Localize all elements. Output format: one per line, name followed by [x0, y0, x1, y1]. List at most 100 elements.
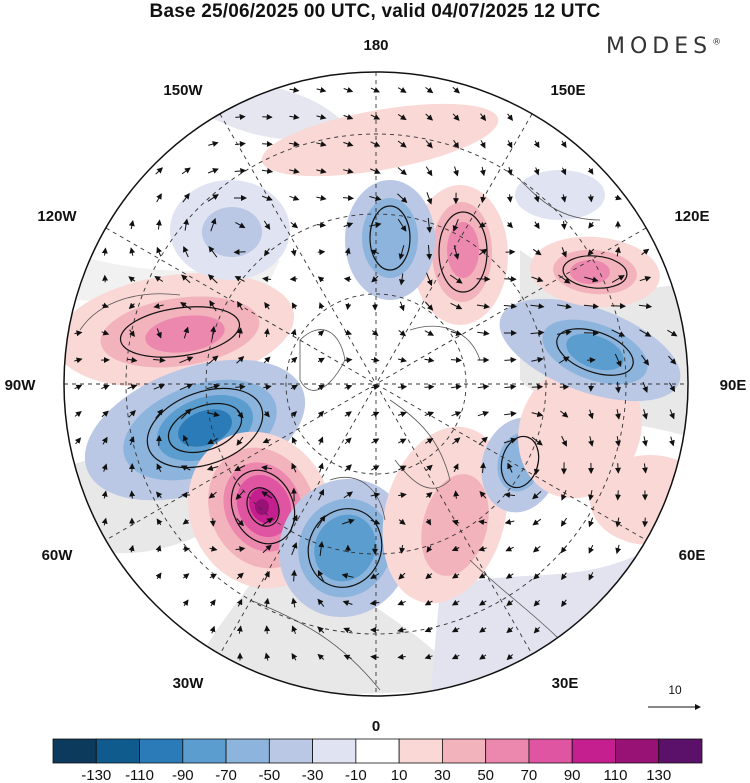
- wind-vector: [533, 221, 540, 230]
- lon-label-180: 180: [363, 37, 388, 54]
- wind-vector: [156, 246, 162, 257]
- coastlines: [79, 179, 601, 691]
- wind-vector: [101, 436, 108, 445]
- wind-vector: [318, 462, 324, 473]
- lon-label-150e: 150E: [550, 82, 585, 99]
- wind-vector: [156, 193, 162, 203]
- wind-vector: [369, 195, 382, 202]
- wind-vector: [449, 274, 463, 284]
- wind-vector: [398, 438, 407, 445]
- colorbar: -130 -110 -90 -70 -50 -30 -10 10 30 50 70 90 110 130: [52, 738, 703, 783]
- colorbar-tick-label: -110: [125, 767, 154, 783]
- wind-vector: [290, 222, 299, 229]
- wind-vector: [289, 168, 300, 174]
- wind-vector: [615, 436, 621, 447]
- wind-vector: [397, 140, 407, 148]
- wind-vector: [128, 409, 136, 418]
- wind-vector: [316, 194, 327, 201]
- wind-vector: [234, 465, 246, 471]
- wind-vector: [291, 625, 298, 634]
- wind-vector: [261, 517, 274, 527]
- colorbar-swatch: [52, 738, 97, 764]
- wind-vector: [344, 437, 352, 445]
- wind-vector: [128, 302, 136, 310]
- wind-vector: [477, 330, 490, 337]
- lon-label-0: 0: [372, 718, 380, 735]
- wind-vector: [317, 626, 325, 634]
- wind-vector: [370, 492, 381, 499]
- wind-vector: [531, 356, 544, 363]
- wind-vector: [101, 410, 109, 418]
- wind-vector: [453, 166, 459, 177]
- wind-vector: [209, 625, 216, 634]
- wind-vector: [533, 140, 540, 149]
- wind-vector: [317, 384, 325, 391]
- wind-vector: [425, 301, 434, 311]
- wind-vector: [504, 518, 515, 525]
- wind-vector: [560, 410, 569, 418]
- wind-vector: [397, 356, 407, 363]
- wind-vector: [263, 356, 271, 364]
- wind-vector: [425, 113, 434, 121]
- wind-vector: [129, 490, 136, 499]
- brand-name: MODES: [606, 34, 713, 59]
- anomaly-positive-north: [412, 185, 508, 325]
- wind-vector: [289, 141, 300, 147]
- wind-vector: [290, 384, 298, 391]
- wind-vector: [101, 302, 109, 309]
- wind-vector: [369, 221, 382, 228]
- wind-vector: [316, 168, 327, 174]
- lon-label-60w: 60W: [42, 547, 74, 564]
- modes-logo: MODES®: [606, 34, 721, 59]
- wind-vector: [318, 541, 325, 556]
- wind-vector: [343, 87, 354, 93]
- wind-vector: [371, 465, 380, 471]
- wind-vector: [371, 329, 379, 337]
- wind-vector: [291, 569, 298, 582]
- wind-vector: [261, 195, 273, 201]
- wind-vector: [371, 438, 380, 445]
- wind-vector: [318, 302, 325, 310]
- wind-vector: [561, 572, 567, 581]
- wind-vector: [316, 141, 327, 147]
- wind-vector: [641, 463, 648, 474]
- colorbar-tick-label: -130: [81, 767, 111, 783]
- wind-vector: [615, 544, 622, 555]
- wind-vector: [344, 464, 352, 472]
- wind-vector: [667, 329, 678, 337]
- wind-vector: [290, 514, 298, 529]
- wind-vector: [587, 194, 594, 203]
- wind-vector: [343, 168, 354, 174]
- wind-vector: [503, 303, 518, 310]
- wind-vector: [263, 220, 271, 230]
- wind-vector: [504, 383, 517, 390]
- wind-vector: [101, 329, 110, 336]
- wind-vector: [128, 544, 135, 553]
- wind-vector: [560, 167, 567, 176]
- wind-vector: [452, 219, 459, 232]
- wind-vector: [180, 408, 192, 420]
- wind-vector: [343, 114, 354, 120]
- wind-vector: [451, 626, 460, 633]
- wind-vector: [343, 491, 354, 499]
- wind-vector: [208, 246, 218, 258]
- wind-vector: [642, 517, 649, 528]
- wind-vector: [342, 195, 354, 201]
- wind-vector: [183, 245, 189, 258]
- wind-vector: [345, 302, 352, 311]
- wind-vector: [180, 302, 192, 310]
- map-disc: [64, 72, 688, 696]
- wind-vector: [451, 653, 460, 660]
- wind-vector: [317, 436, 324, 445]
- wind-vector: [425, 86, 434, 94]
- wind-vector: [397, 653, 406, 660]
- wind-vector: [344, 247, 351, 256]
- wind-vector: [129, 247, 136, 256]
- wind-vector: [560, 517, 568, 527]
- anomaly-negative-northwest: [170, 180, 290, 280]
- wind-vector: [557, 303, 572, 310]
- wind-vector: [452, 113, 460, 121]
- wind-vector: [531, 436, 543, 446]
- wind-vector: [153, 303, 164, 309]
- wind-vector: [74, 330, 83, 337]
